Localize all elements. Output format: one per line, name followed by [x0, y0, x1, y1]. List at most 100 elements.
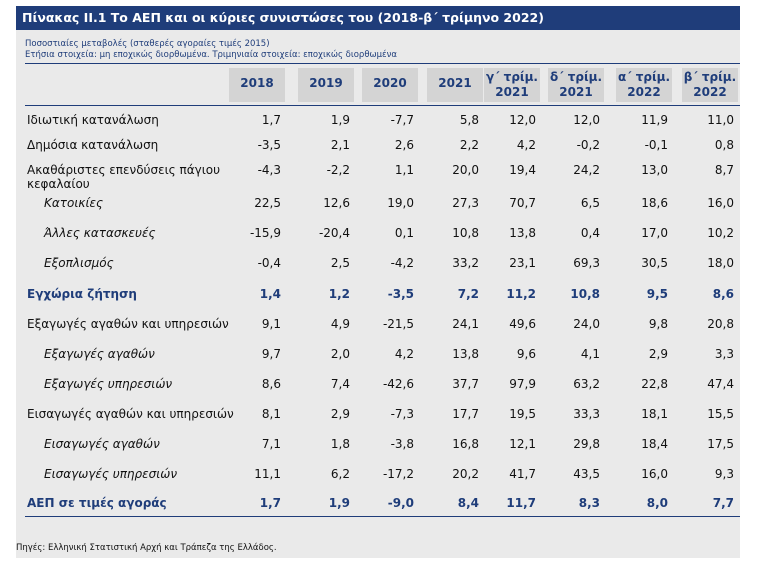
- table-cell: 27,3: [452, 196, 479, 210]
- table-cell: 4,9: [330, 317, 350, 331]
- table-cell: 15,5: [707, 407, 734, 421]
- table-cell: 47,4: [707, 377, 734, 391]
- column-header-line1: 2021: [438, 76, 472, 90]
- table-cell: 8,7: [714, 163, 734, 177]
- table-cell: 18,4: [641, 437, 668, 451]
- table-cell: 43,5: [573, 467, 600, 481]
- table-cell: 7,4: [330, 377, 350, 391]
- table-cell: -2,2: [326, 163, 350, 177]
- table-cell: 11,0: [707, 113, 734, 127]
- table-cell: 10,8: [452, 226, 479, 240]
- table-cell: 41,7: [509, 467, 536, 481]
- table-cell: 11,2: [506, 287, 536, 301]
- table-cell: 13,8: [509, 226, 536, 240]
- table-cell: 11,7: [506, 496, 536, 510]
- table-cell: 17,5: [707, 437, 734, 451]
- table-cell: 97,9: [509, 377, 536, 391]
- table-cell: 23,1: [509, 256, 536, 270]
- table-cell: 37,7: [452, 377, 479, 391]
- row-label: Εισαγωγές αγαθών και υπηρεσιών: [27, 407, 234, 421]
- table-cell: 0,1: [394, 226, 414, 240]
- column-header-line2: 2021: [495, 85, 529, 99]
- table-cell: 8,6: [712, 287, 734, 301]
- row-label: ΑΕΠ σε τιμές αγοράς: [27, 496, 167, 510]
- table-cell: 8,4: [457, 496, 479, 510]
- table-cell: 16,0: [641, 467, 668, 481]
- table-cell: 20,0: [452, 163, 479, 177]
- table-cell: -7,7: [390, 113, 414, 127]
- row-label: Εξαγωγές αγαθών: [44, 347, 155, 361]
- table-cell: -4,3: [257, 163, 281, 177]
- column-header: α΄ τρίμ. 2022: [616, 68, 672, 102]
- table-cell: 4,1: [580, 347, 600, 361]
- table-cell: 19,4: [509, 163, 536, 177]
- table-cell: 13,0: [641, 163, 668, 177]
- table-cell: -7,3: [390, 407, 414, 421]
- table-cell: 10,8: [570, 287, 600, 301]
- table-cell: 33,2: [452, 256, 479, 270]
- table-cell: 19,0: [387, 196, 414, 210]
- table-cell: 9,7: [261, 347, 281, 361]
- table-cell: 7,7: [712, 496, 734, 510]
- table-cell: 49,6: [509, 317, 536, 331]
- table-cell: 2,2: [459, 138, 479, 152]
- table-cell: 69,3: [573, 256, 600, 270]
- table-cell: -9,0: [387, 496, 414, 510]
- table-cell: 19,5: [509, 407, 536, 421]
- row-label: Εξαγωγές αγαθών και υπηρεσιών: [27, 317, 229, 331]
- table-cell: 1,4: [259, 287, 281, 301]
- table-cell: 18,6: [641, 196, 668, 210]
- column-header-line1: 2018: [240, 76, 274, 90]
- table-cell: 11,9: [641, 113, 668, 127]
- table-cell: 6,5: [580, 196, 600, 210]
- table-cell: 12,0: [573, 113, 600, 127]
- table-cell: -0,4: [257, 256, 281, 270]
- table-cell: 20,8: [707, 317, 734, 331]
- table-cell: -4,2: [390, 256, 414, 270]
- table-cell: 17,7: [452, 407, 479, 421]
- table-cell: 12,1: [509, 437, 536, 451]
- table-cell: 70,7: [509, 196, 536, 210]
- column-header-line1: β΄ τρίμ.: [683, 70, 737, 84]
- table-cell: 9,8: [648, 317, 668, 331]
- column-header-line2: 2022: [627, 85, 661, 99]
- row-label: Άλλες κατασκευές: [44, 226, 156, 240]
- table-cell: 13,8: [452, 347, 479, 361]
- table-cell: 29,8: [573, 437, 600, 451]
- table-cell: -0,2: [576, 138, 600, 152]
- table-cell: 1,9: [328, 496, 350, 510]
- table-cell: 12,6: [323, 196, 350, 210]
- header-bottom-rule: [25, 105, 740, 106]
- table-title: Πίνακας ΙΙ.1 Το ΑΕΠ και οι κύριες συνιστ…: [16, 6, 740, 30]
- table-cell: 7,2: [457, 287, 479, 301]
- table-cell: -3,8: [390, 437, 414, 451]
- table-cell: 16,0: [707, 196, 734, 210]
- table-cell: 17,0: [641, 226, 668, 240]
- table-cell: 4,2: [516, 138, 536, 152]
- table-cell: -15,9: [249, 226, 281, 240]
- column-header: δ΄ τρίμ. 2021: [548, 68, 604, 102]
- table-cell: 22,8: [641, 377, 668, 391]
- table-cell: 24,1: [452, 317, 479, 331]
- table-cell: 1,7: [259, 496, 281, 510]
- table-cell: 1,7: [261, 113, 281, 127]
- table-cell: 20,2: [452, 467, 479, 481]
- table-cell: 9,6: [516, 347, 536, 361]
- table-cell: 8,1: [261, 407, 281, 421]
- table-cell: -3,5: [257, 138, 281, 152]
- row-label: Εξαγωγές υπηρεσιών: [44, 377, 173, 391]
- column-header-line1: γ΄ τρίμ.: [486, 70, 538, 84]
- table-cell: 4,2: [394, 347, 414, 361]
- column-header: β΄ τρίμ. 2022: [682, 68, 738, 102]
- table-cell: 2,1: [330, 138, 350, 152]
- table-cell: 22,5: [254, 196, 281, 210]
- table-cell: -3,5: [387, 287, 414, 301]
- table-cell: 2,9: [648, 347, 668, 361]
- table-panel: Πίνακας ΙΙ.1 Το ΑΕΠ και οι κύριες συνιστ…: [16, 6, 740, 558]
- table-cell: 5,8: [459, 113, 479, 127]
- table-cell: 24,2: [573, 163, 600, 177]
- table-cell: -0,1: [644, 138, 668, 152]
- row-label: Εισαγωγές υπηρεσιών: [44, 467, 178, 481]
- table-cell: 9,1: [261, 317, 281, 331]
- table-cell: 2,9: [330, 407, 350, 421]
